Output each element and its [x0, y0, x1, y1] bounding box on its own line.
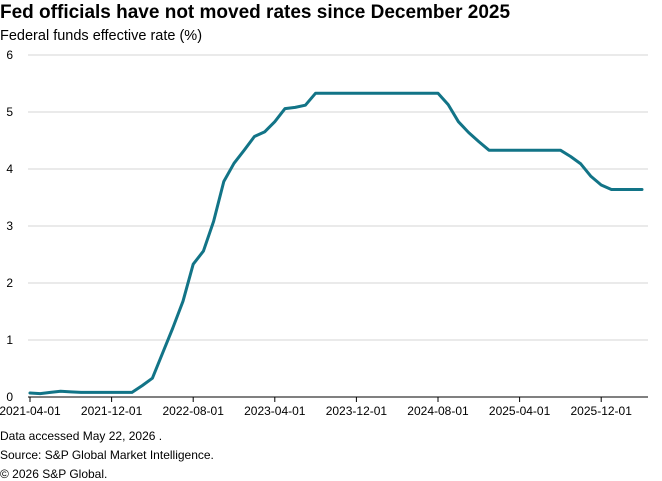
- y-tick-label: 3: [6, 219, 13, 233]
- data-point: [80, 391, 83, 394]
- data-point: [59, 390, 62, 393]
- gridlines: [28, 54, 648, 341]
- data-point: [416, 92, 419, 95]
- series-line-fed-funds-rate: [28, 91, 644, 396]
- data-point: [365, 92, 368, 95]
- x-tick-label: 2024-08-01: [407, 404, 469, 418]
- data-point: [396, 92, 399, 95]
- data-point: [151, 377, 154, 380]
- data-point: [355, 92, 358, 95]
- data-point: [90, 391, 93, 394]
- data-point: [375, 92, 378, 95]
- data-point: [233, 162, 236, 165]
- x-tick-label: 2025-04-01: [489, 404, 551, 418]
- data-point: [528, 149, 531, 152]
- data-point: [477, 140, 480, 143]
- data-point: [314, 92, 317, 95]
- y-tick-label: 0: [6, 390, 13, 404]
- data-point: [620, 188, 623, 191]
- data-point: [100, 391, 103, 394]
- data-point: [29, 392, 32, 395]
- data-point: [161, 352, 164, 355]
- data-point: [192, 263, 195, 266]
- data-point: [263, 130, 266, 133]
- data-point: [600, 184, 603, 187]
- data-point: [579, 162, 582, 165]
- data-point: [508, 149, 511, 152]
- chart-title: Fed officials have not moved rates since…: [0, 2, 511, 23]
- data-point: [131, 391, 134, 394]
- data-point: [549, 149, 552, 152]
- x-tick-label: 2022-08-01: [163, 404, 225, 418]
- source-note: Source: S&P Global Market Intelligence.: [0, 448, 214, 462]
- data-point: [590, 175, 593, 178]
- data-point: [212, 220, 215, 223]
- data-point: [488, 149, 491, 152]
- y-tick-label: 2: [6, 276, 13, 290]
- x-tick-label: 2023-04-01: [244, 404, 306, 418]
- data-accessed-note: Data accessed May 22, 2026 .: [0, 429, 163, 443]
- data-point: [304, 104, 307, 107]
- data-point: [345, 92, 348, 95]
- data-point: [294, 106, 297, 109]
- data-point: [110, 391, 113, 394]
- data-point: [406, 92, 409, 95]
- data-point: [273, 120, 276, 123]
- data-point: [182, 300, 185, 303]
- data-point: [539, 149, 542, 152]
- data-point: [222, 180, 225, 183]
- x-tick-label: 2025-12-01: [571, 404, 633, 418]
- y-tick-label: 6: [6, 48, 13, 62]
- data-point: [437, 92, 440, 95]
- data-point: [630, 188, 633, 191]
- x-axis-ticks: 2021-04-01 2021-12-01 2022-08-01 2023-04-01…: [0, 397, 632, 418]
- data-point: [641, 188, 644, 191]
- data-point: [335, 92, 338, 95]
- data-point: [171, 327, 174, 330]
- y-axis-title: Federal funds effective rate (%): [0, 28, 203, 44]
- data-point: [610, 188, 613, 191]
- data-point: [569, 155, 572, 158]
- y-axis-ticks: 0 1 2 3 4 5 6: [6, 48, 13, 404]
- data-point: [202, 250, 205, 253]
- data-point: [498, 149, 501, 152]
- y-tick-label: 1: [6, 333, 13, 347]
- y-tick-label: 4: [6, 162, 13, 176]
- data-point: [518, 149, 521, 152]
- data-point: [49, 391, 52, 394]
- data-point: [559, 149, 562, 152]
- data-point: [69, 390, 72, 393]
- data-point: [243, 149, 246, 152]
- data-point: [457, 120, 460, 123]
- data-point: [324, 92, 327, 95]
- x-tick-label: 2021-04-01: [0, 404, 61, 418]
- data-point: [120, 391, 123, 394]
- copyright-note: © 2026 S&P Global.: [0, 467, 108, 481]
- data-point: [426, 92, 429, 95]
- data-point: [141, 384, 144, 387]
- data-point: [253, 135, 256, 138]
- data-point: [39, 392, 42, 395]
- data-point: [284, 107, 287, 110]
- data-point: [386, 92, 389, 95]
- x-tick-label: 2021-12-01: [81, 404, 143, 418]
- data-points: [29, 92, 644, 395]
- data-point: [467, 131, 470, 134]
- data-point: [447, 103, 450, 106]
- x-tick-label: 2023-12-01: [326, 404, 388, 418]
- y-tick-label: 5: [6, 105, 13, 119]
